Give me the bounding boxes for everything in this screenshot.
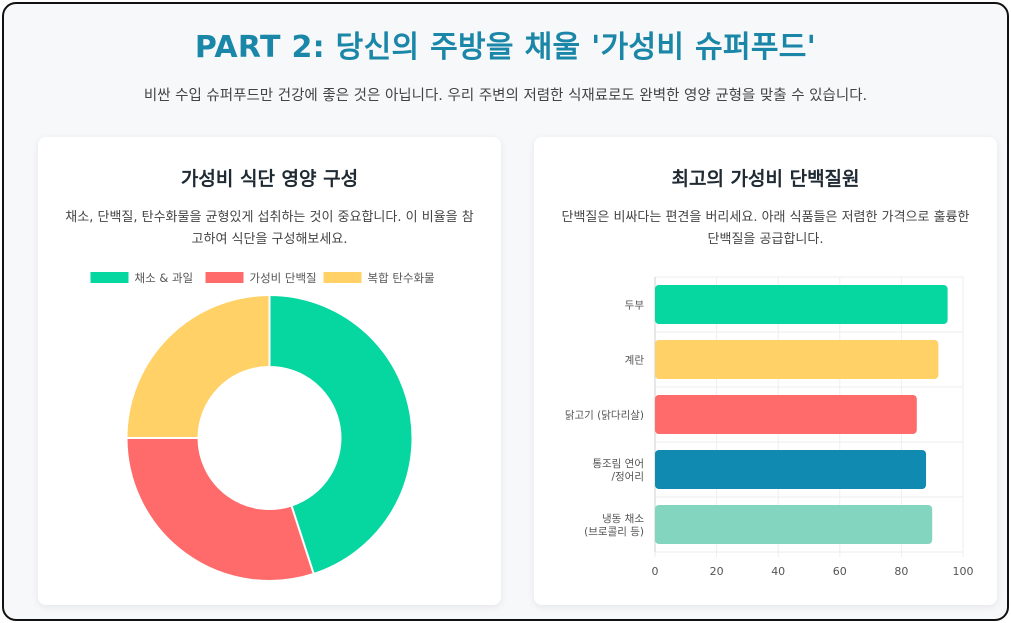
protein-card-title: 최고의 가성비 단백질원 <box>671 168 860 190</box>
category-label: 냉동 채소 <box>602 513 644 525</box>
x-tick-label: 40 <box>771 565 785 578</box>
x-tick-label: 0 <box>652 565 659 578</box>
page-subtitle: 비싼 수입 슈퍼푸드만 건강에 좋은 것은 아닙니다. 우리 주변의 저렴한 식… <box>143 88 868 104</box>
protein-card-description: 단백질은 비싸다는 편견을 버리세요. 아래 식품들은 저렴한 가격으로 훌륭한… <box>561 210 970 247</box>
donut-slice[interactable] <box>125 437 315 582</box>
donut-slice[interactable] <box>268 293 414 576</box>
nutrition-card-description: 채소, 단백질, 탄수화물을 균형있게 섭취하는 것이 중요합니다. 이 비율을… <box>65 210 474 247</box>
bar[interactable] <box>655 450 927 489</box>
x-tick-label: 80 <box>894 565 908 578</box>
bar[interactable] <box>655 395 917 434</box>
legend-swatch <box>205 272 244 283</box>
donut-slice[interactable] <box>125 293 271 439</box>
bar[interactable] <box>655 340 939 379</box>
nutrition-donut-chart: 채소 & 과일 가성비 단백질 복합 탄수화물 <box>90 271 435 582</box>
category-label: /정어리 <box>611 471 644 483</box>
protein-card: 최고의 가성비 단백질원 단백질은 비싸다는 편견을 버리세요. 아래 식품들은… <box>534 137 997 605</box>
bar[interactable] <box>655 285 948 324</box>
bar[interactable] <box>655 505 933 544</box>
category-label: 닭고기 (닭다리살) <box>565 410 644 422</box>
category-label: 계란 <box>625 355 645 367</box>
nutrition-card: 가성비 식단 영양 구성 채소, 단백질, 탄수화물을 균형있게 섭취하는 것이… <box>38 137 501 605</box>
x-tick-label: 100 <box>953 565 974 578</box>
page-title: PART 2: 당신의 주방을 채울 '가성비 슈퍼푸드' <box>194 30 817 65</box>
legend-label: 가성비 단백질 <box>250 271 317 285</box>
legend-item[interactable]: 복합 탄수화물 <box>323 271 435 285</box>
legend-label: 복합 탄수화물 <box>368 271 435 285</box>
category-label: (브로콜리 등) <box>584 526 644 538</box>
legend-item[interactable]: 채소 & 과일 <box>90 271 194 285</box>
legend-swatch <box>90 272 129 283</box>
category-label: 통조림 연어 <box>592 458 644 470</box>
nutrition-card-title: 가성비 식단 영양 구성 <box>180 168 359 190</box>
legend-item[interactable]: 가성비 단백질 <box>205 271 317 285</box>
legend-label: 채소 & 과일 <box>135 271 194 285</box>
category-label: 두부 <box>625 300 645 312</box>
x-tick-label: 20 <box>710 565 724 578</box>
x-tick-label: 60 <box>833 565 847 578</box>
legend-swatch <box>323 272 362 283</box>
